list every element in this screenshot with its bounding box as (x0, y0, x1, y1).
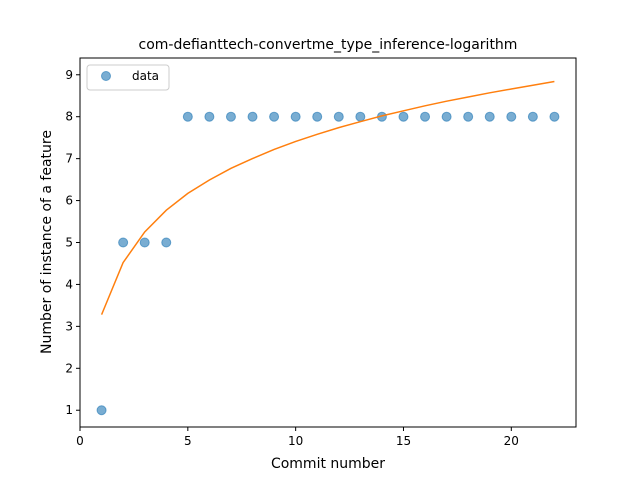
y-tick-label: 6 (65, 194, 73, 208)
series-layer (96, 80, 560, 416)
y-tick-label: 5 (65, 236, 73, 250)
x-tick-label: 20 (504, 434, 519, 448)
y-tick-label: 1 (65, 403, 73, 417)
y-axis-label: Number of instance of a feature (39, 130, 55, 354)
plot-area (80, 58, 576, 427)
data-point (441, 111, 452, 122)
plot-frame (79, 57, 577, 428)
chart-title: com-defianttech-convertme_type_inference… (139, 37, 518, 53)
data-point (398, 111, 409, 122)
data-point (139, 237, 150, 248)
data-point (506, 111, 517, 122)
data-point (247, 111, 258, 122)
y-tick-label: 2 (65, 361, 73, 375)
data-point (182, 111, 193, 122)
x-tick-label: 0 (76, 434, 84, 448)
x-axis-ticks: 0 5 10 15 20 (76, 427, 519, 448)
data-point (549, 111, 560, 122)
x-tick-label: 5 (184, 434, 192, 448)
data-point (118, 237, 129, 248)
y-tick-label: 8 (65, 110, 73, 124)
data-point (527, 111, 538, 122)
data-point (96, 405, 107, 416)
data-point (333, 111, 344, 122)
data-point (463, 111, 474, 122)
data-point (225, 111, 236, 122)
x-tick-label: 10 (288, 434, 303, 448)
data-point (420, 111, 431, 122)
data-point (355, 111, 366, 122)
y-tick-label: 9 (65, 68, 73, 82)
y-axis-ticks: 1 2 3 4 5 6 7 8 9 (65, 68, 80, 417)
y-tick-label: 4 (65, 277, 73, 291)
fit-line (100, 80, 555, 315)
data-point (290, 111, 301, 122)
data-point (312, 111, 323, 122)
y-tick-label: 7 (65, 152, 73, 166)
data-point (161, 237, 172, 248)
legend: data (86, 64, 170, 91)
y-tick-label: 3 (65, 319, 73, 333)
legend-marker-data (101, 71, 111, 81)
x-axis-label: Commit number (271, 456, 385, 472)
data-point (484, 111, 495, 122)
data-point (269, 111, 280, 122)
x-tick-label: 15 (396, 434, 411, 448)
legend-label-data: data (132, 69, 159, 83)
data-point (204, 111, 215, 122)
